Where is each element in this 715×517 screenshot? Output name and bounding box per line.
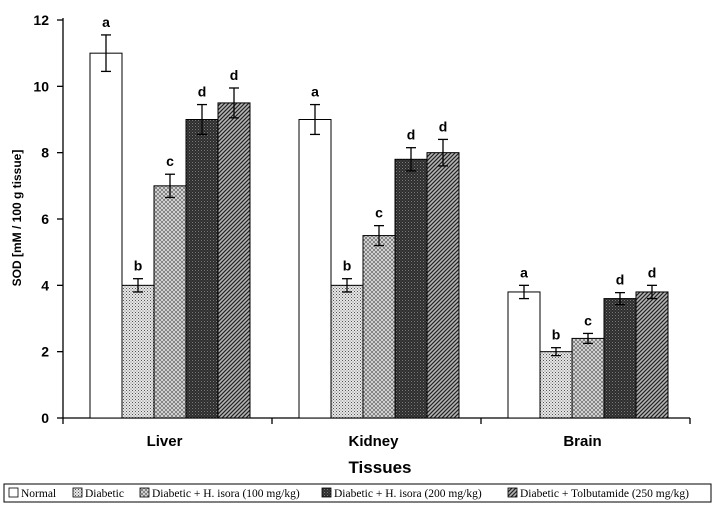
y-axis-ticks: 0 2 4 6 8 10 12 <box>33 12 63 426</box>
legend-swatch <box>8 487 19 498</box>
bar <box>394 158 428 419</box>
legend-label: Diabetic + H. isora (100 mg/kg) <box>152 488 300 500</box>
significance-label: c <box>375 205 383 221</box>
significance-labels: a b c d d a b c d d a b c d d <box>102 14 656 343</box>
bar <box>185 119 219 419</box>
bar <box>507 291 541 419</box>
significance-label: d <box>439 118 448 134</box>
legend-label: Normal <box>21 488 56 500</box>
bar <box>539 351 573 419</box>
category-label: Kidney <box>348 433 399 450</box>
error-bars <box>101 34 657 357</box>
legend-label: Diabetic + Tolbutamide (250 mg/kg) <box>520 488 689 500</box>
legend-label: Diabetic + H. isora (200 mg/kg) <box>334 488 482 500</box>
y-tick-label: 6 <box>41 211 49 227</box>
bar <box>298 119 332 419</box>
bar <box>426 152 460 419</box>
bar <box>89 52 123 419</box>
significance-label: b <box>343 258 352 274</box>
significance-label: b <box>552 327 561 343</box>
significance-label: a <box>311 84 319 100</box>
legend: Normal Diabetic Diabetic + H. isora (100 m… <box>3 483 712 503</box>
x-axis-title: Tissues <box>348 458 411 477</box>
legend-swatch <box>139 487 150 498</box>
bar <box>603 298 637 419</box>
bar <box>121 284 155 419</box>
y-tick-label: 4 <box>41 277 49 293</box>
y-axis-title: SOD [mM / 100 g tissue] <box>10 150 24 287</box>
bar <box>330 284 364 419</box>
significance-label: d <box>616 272 625 288</box>
significance-label: d <box>198 84 207 100</box>
significance-label: d <box>407 127 416 143</box>
x-axis-categories: Liver Kidney Brain <box>147 433 602 450</box>
bar <box>635 291 669 419</box>
significance-label: b <box>134 258 143 274</box>
bar <box>217 102 251 419</box>
bar <box>362 235 396 419</box>
category-label: Brain <box>563 433 601 450</box>
y-tick-label: 12 <box>33 12 49 28</box>
y-tick-label: 8 <box>41 145 49 161</box>
significance-label: d <box>230 67 239 83</box>
y-tick-label: 2 <box>41 344 49 360</box>
bar-series <box>89 52 669 419</box>
category-label: Liver <box>147 433 183 450</box>
bar <box>153 185 187 419</box>
legend-label: Diabetic <box>85 488 124 500</box>
legend-swatch <box>321 487 332 498</box>
significance-label: d <box>648 264 657 280</box>
significance-label: a <box>102 14 110 30</box>
legend-swatch <box>507 487 518 498</box>
y-tick-label: 10 <box>33 78 49 94</box>
significance-label: c <box>584 312 592 328</box>
significance-label: c <box>166 153 174 169</box>
y-tick-label: 0 <box>41 410 49 426</box>
legend-box <box>3 483 712 503</box>
bar <box>571 337 605 419</box>
legend-swatch <box>72 487 83 498</box>
significance-label: a <box>520 264 528 280</box>
